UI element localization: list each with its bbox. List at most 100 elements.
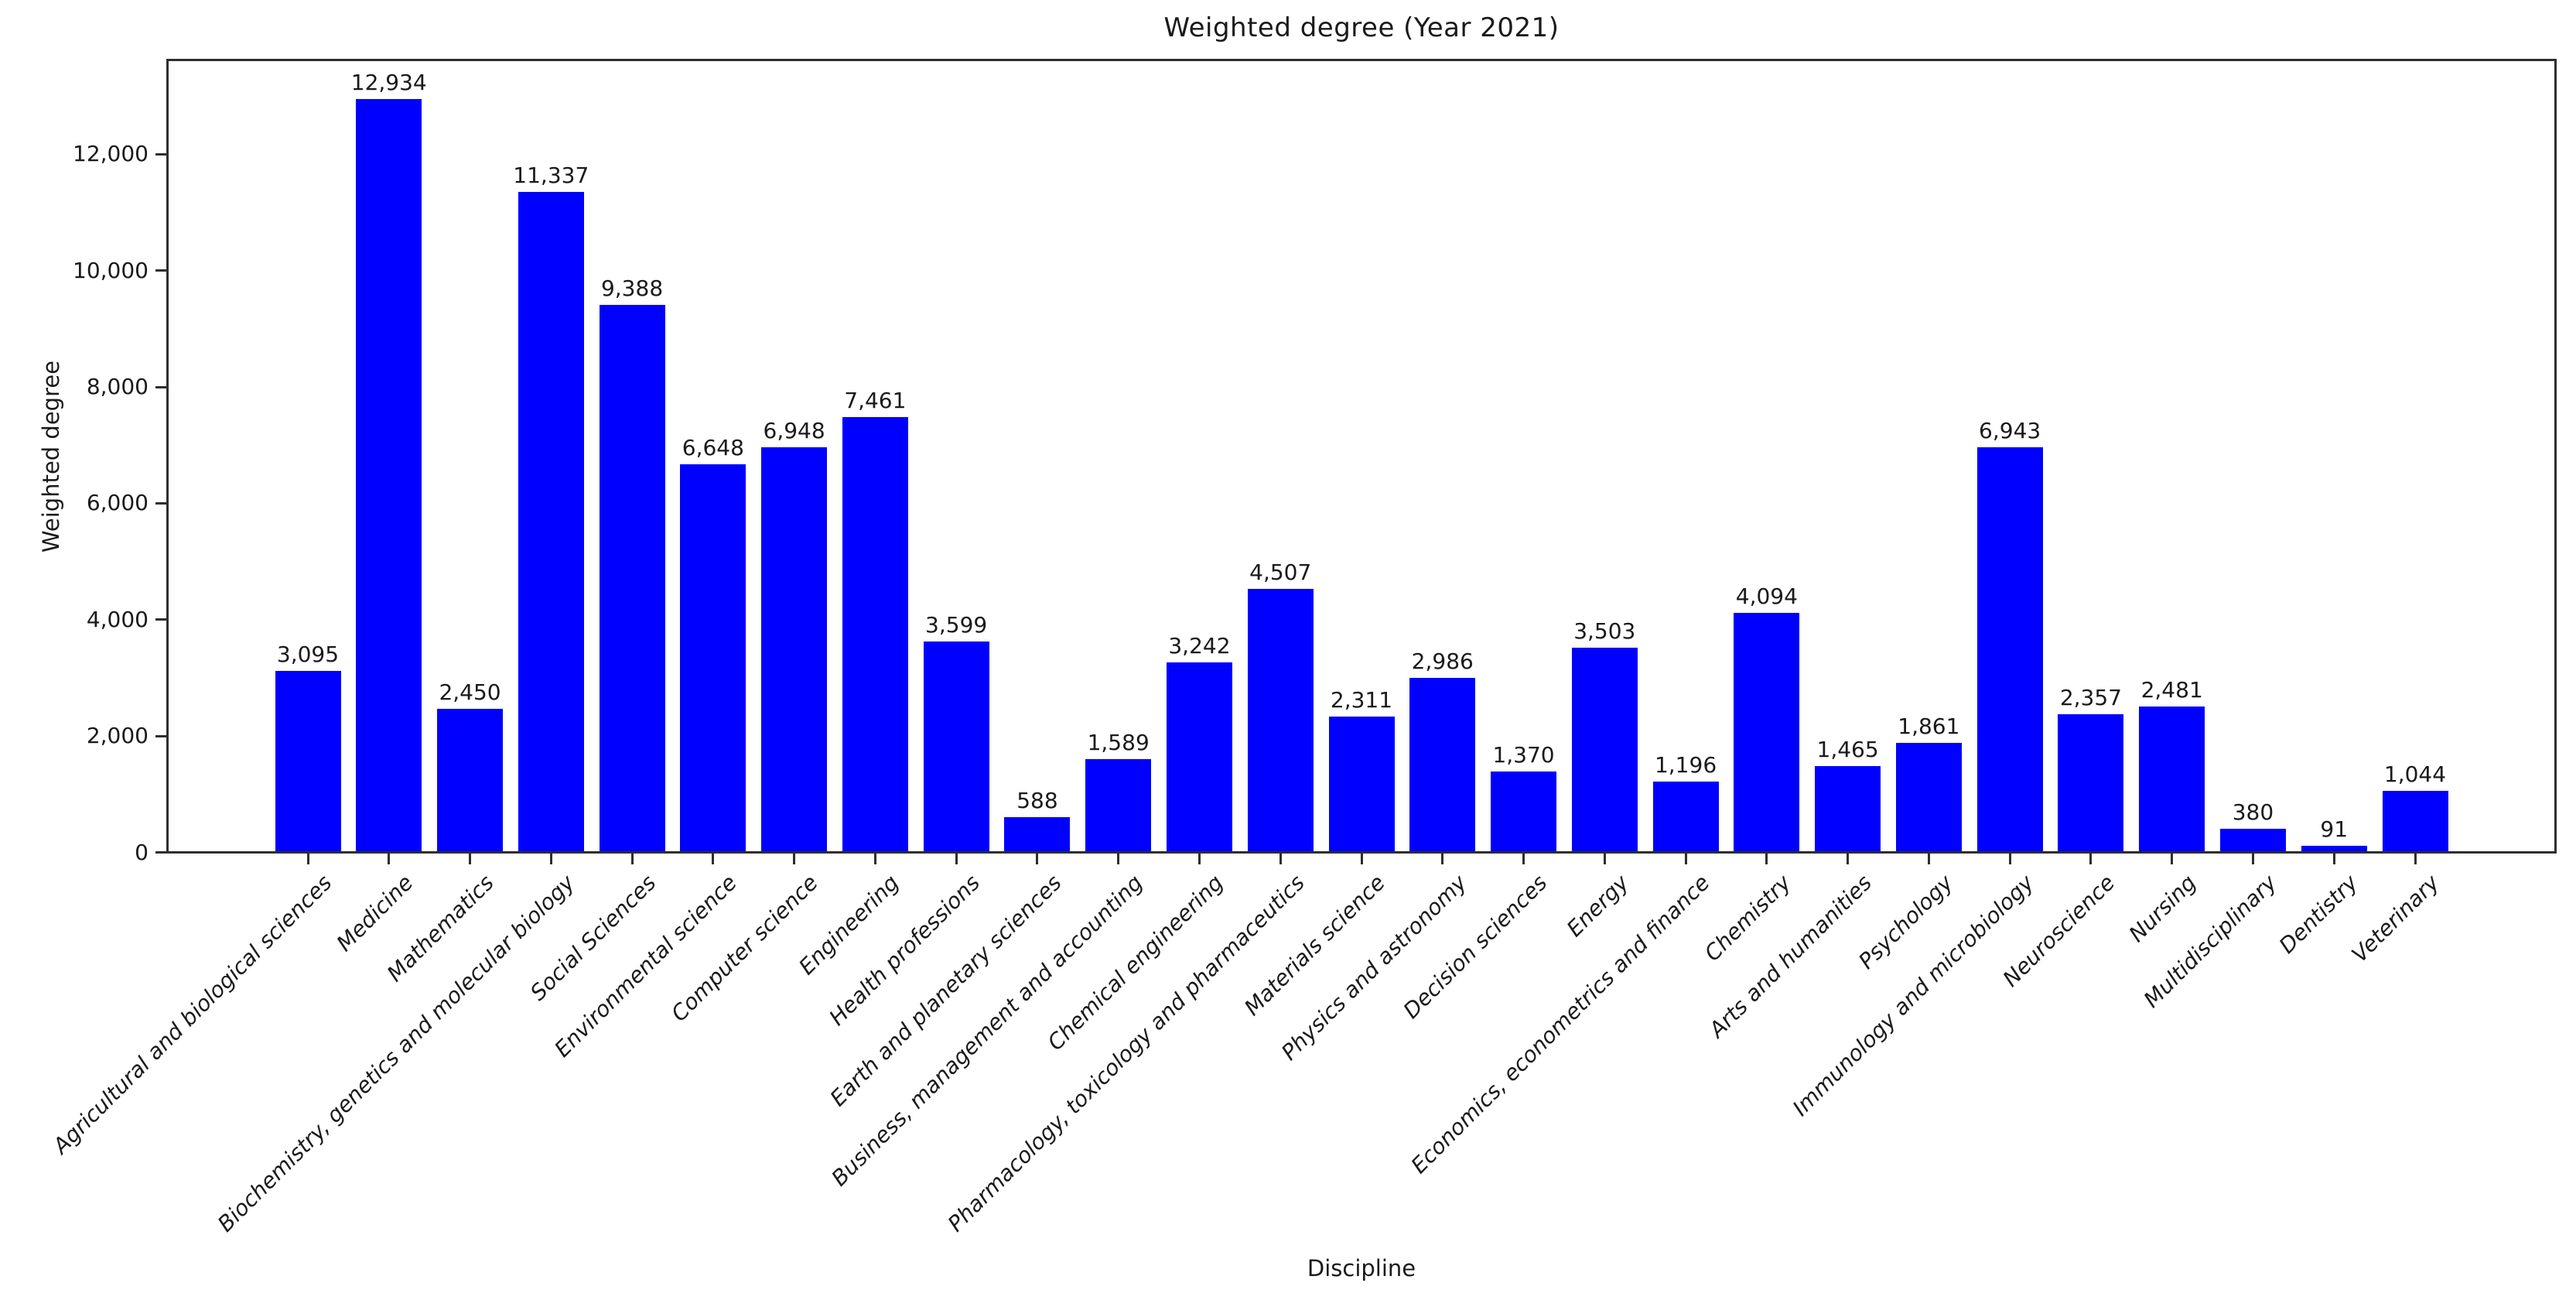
bar-value-label: 1,465 <box>1816 736 1879 762</box>
plot-area <box>166 59 2557 854</box>
x-tick-mark <box>2089 854 2093 864</box>
y-tick-mark <box>155 152 166 156</box>
x-tick-mark <box>1197 854 1201 864</box>
bar-value-label: 2,481 <box>2140 677 2203 703</box>
bar <box>923 642 989 851</box>
y-tick-label: 0 <box>135 839 149 865</box>
x-tick-mark <box>2414 854 2417 864</box>
x-tick-mark <box>1522 854 1525 864</box>
bar-value-label: 3,503 <box>1573 618 1636 644</box>
bar <box>1652 782 1719 851</box>
bar-value-label: 2,986 <box>1411 648 1474 674</box>
x-tick-mark <box>1117 854 1120 864</box>
y-tick-mark <box>155 385 166 388</box>
bar <box>2382 790 2448 851</box>
bar-value-label: 3,095 <box>276 642 340 668</box>
bar-value-label: 1,044 <box>2383 761 2447 787</box>
x-tick-label: Economics, econometrics and finance <box>1406 870 1715 1179</box>
x-tick-label: Computer science <box>666 870 823 1027</box>
bar-value-label: 91 <box>2320 816 2349 843</box>
bar-value-label: 7,461 <box>844 388 907 414</box>
bar-value-label: 6,648 <box>682 435 744 461</box>
x-tick-mark <box>712 854 715 864</box>
x-tick-mark <box>1360 854 1363 864</box>
x-tick-mark <box>388 854 391 864</box>
bar-value-label: 2,311 <box>1330 687 1393 713</box>
x-tick-label: Nursing <box>2123 870 2202 947</box>
y-tick-mark <box>155 734 166 737</box>
x-tick-label: Business, management and accounting <box>825 870 1148 1192</box>
y-tick-label: 4,000 <box>86 606 149 632</box>
bar <box>1734 613 1800 851</box>
bar <box>842 417 908 851</box>
bar <box>599 305 665 851</box>
x-tick-mark <box>2332 854 2335 864</box>
chart-title: Weighted degree (Year 2021) <box>1163 12 1560 43</box>
bar <box>1571 647 1638 851</box>
x-tick-mark <box>1441 854 1444 864</box>
bar <box>1409 677 1476 851</box>
x-tick-mark <box>2171 854 2174 864</box>
bar-value-label: 1,861 <box>1898 713 1960 740</box>
x-tick-mark <box>1765 854 1768 864</box>
bar-value-label: 3,242 <box>1168 633 1231 659</box>
x-tick-mark <box>2008 854 2011 864</box>
bar <box>1976 447 2043 851</box>
x-tick-mark <box>549 854 552 864</box>
bar-value-label: 6,948 <box>763 417 825 443</box>
bar <box>2058 713 2124 851</box>
bar-value-label: 4,507 <box>1249 559 1312 586</box>
y-tick-label: 10,000 <box>73 257 149 283</box>
x-tick-mark <box>469 854 472 864</box>
x-tick-label: Arts and humanities <box>1703 870 1877 1043</box>
bar <box>680 464 746 851</box>
x-tick-mark <box>1036 854 1039 864</box>
bar <box>1085 758 1152 851</box>
bar <box>2219 829 2286 851</box>
bar <box>1895 743 1962 851</box>
x-tick-mark <box>2251 854 2254 864</box>
bar <box>2301 846 2367 851</box>
bar <box>518 191 584 851</box>
x-tick-mark <box>1847 854 1850 864</box>
x-tick-mark <box>955 854 958 864</box>
bar <box>437 708 504 851</box>
bar <box>1247 589 1314 851</box>
bar-value-label: 11,337 <box>513 162 589 188</box>
x-tick-mark <box>1684 854 1687 864</box>
x-tick-mark <box>873 854 876 864</box>
bar <box>1815 765 1881 851</box>
x-tick-label: Agricultural and biological sciences <box>47 870 337 1159</box>
bar-value-label: 12,934 <box>350 69 427 95</box>
x-axis-label: Discipline <box>1307 1255 1416 1281</box>
bar <box>1166 662 1232 851</box>
y-tick-label: 12,000 <box>73 141 149 167</box>
x-tick-label: Materials science <box>1239 870 1391 1021</box>
x-tick-label: Health professions <box>824 870 986 1031</box>
x-tick-label: Medicine <box>331 870 419 956</box>
bar-value-label: 380 <box>2232 799 2274 826</box>
bar-value-label: 4,094 <box>1735 583 1798 610</box>
bar-value-label: 1,589 <box>1087 729 1150 755</box>
y-tick-mark <box>155 618 166 621</box>
bar <box>275 671 341 851</box>
y-tick-label: 6,000 <box>86 490 149 516</box>
bar-value-label: 1,370 <box>1492 742 1555 768</box>
x-tick-mark <box>1603 854 1606 864</box>
x-tick-mark <box>1279 854 1282 864</box>
bar <box>2139 707 2205 851</box>
bar-value-label: 588 <box>1016 787 1058 813</box>
bar <box>761 447 828 851</box>
x-tick-label: Energy <box>1561 870 1634 943</box>
bar-value-label: 2,450 <box>439 679 501 705</box>
x-tick-mark <box>793 854 796 864</box>
bar <box>1328 717 1395 851</box>
x-tick-mark <box>1927 854 1930 864</box>
bar-value-label: 3,599 <box>925 612 988 638</box>
x-tick-mark <box>630 854 634 864</box>
x-tick-label: Veterinary <box>2346 870 2444 968</box>
y-tick-label: 2,000 <box>86 723 149 749</box>
bar-value-label: 2,357 <box>2059 684 2122 710</box>
bar-value-label: 9,388 <box>600 275 664 302</box>
